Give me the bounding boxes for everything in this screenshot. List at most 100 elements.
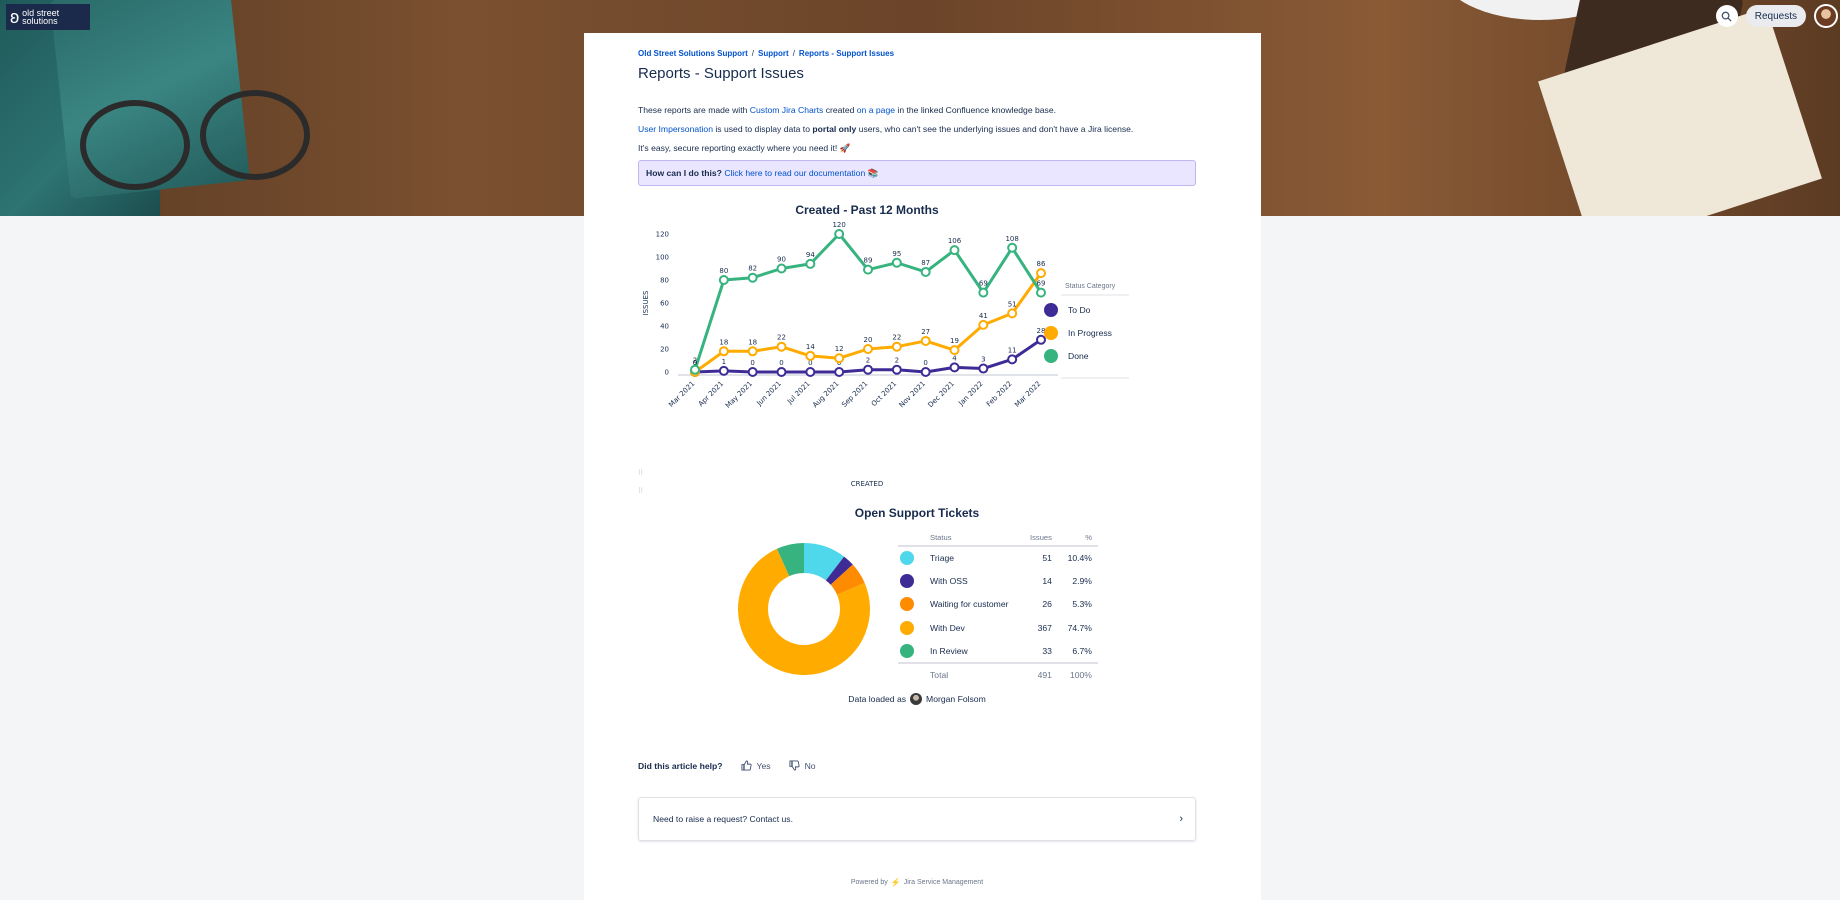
- data-label: 22: [777, 334, 786, 342]
- text: in the linked Confluence knowledge base.: [895, 105, 1057, 115]
- status-dot-cell: [898, 640, 924, 663]
- data-point: [776, 341, 787, 352]
- dot-header: [898, 530, 924, 547]
- table-row[interactable]: Waiting for customer 26 5.3%: [898, 593, 1098, 616]
- raise-request-text: Need to raise a request? Contact us.: [653, 814, 793, 824]
- site-logo[interactable]: ʚ old street solutions: [6, 4, 90, 30]
- status-name: Triage: [930, 553, 955, 564]
- donut-chart-title: Open Support Tickets: [854, 506, 980, 520]
- breadcrumb-item[interactable]: Old Street Solutions Support: [638, 49, 748, 58]
- drag-handle-icon[interactable]: ⠿: [638, 470, 644, 477]
- donut-slice: [825, 556, 853, 585]
- user-avatar[interactable]: [1814, 4, 1838, 28]
- status-issues: 51: [1042, 553, 1052, 564]
- status-dot-cell: [898, 593, 924, 616]
- data-point: [834, 229, 845, 239]
- data-point: [891, 341, 902, 352]
- data-label: 0: [693, 359, 697, 367]
- data-label: 18: [748, 338, 757, 346]
- table-row[interactable]: In Review 33 6.7%: [898, 640, 1098, 663]
- table-row[interactable]: With Dev 367 74.7%: [898, 616, 1098, 639]
- legend-item-label: Done: [1068, 351, 1089, 361]
- percent-header: %: [1057, 530, 1098, 547]
- data-point: [920, 335, 931, 346]
- product-name[interactable]: Jira Service Management: [903, 879, 984, 886]
- data-label: 27: [921, 328, 930, 336]
- drag-handle-icon[interactable]: ⠿: [638, 488, 644, 495]
- data-point: [718, 365, 729, 376]
- documentation-link[interactable]: Click here to read our documentation 📚: [724, 168, 879, 178]
- text: is used to display data to: [713, 124, 813, 134]
- donut-slice: [830, 564, 865, 595]
- data-label: 2: [895, 357, 899, 365]
- chart-title: Created - Past 12 Months: [795, 203, 939, 217]
- banner-glasses: [80, 100, 190, 190]
- data-label: 18: [719, 338, 728, 346]
- x-tick-label: Mar 2022: [1013, 380, 1042, 409]
- data-loaded-as: Data loaded as Morgan Folsom: [638, 693, 1196, 705]
- table-row[interactable]: With OSS 14 2.9%: [898, 569, 1098, 592]
- custom-jira-charts-link[interactable]: Custom Jira Charts: [749, 105, 824, 115]
- data-label: 80: [719, 267, 728, 275]
- page-title: Reports - Support Issues: [638, 65, 804, 82]
- search-icon: [1721, 11, 1732, 22]
- data-point: [747, 367, 758, 377]
- x-tick-label: Jun 2021: [755, 380, 783, 408]
- total-dot-cell: [898, 661, 924, 687]
- on-a-page-link[interactable]: on a page: [856, 105, 896, 115]
- data-point: [718, 346, 729, 357]
- data-label: 0: [923, 359, 927, 367]
- text: users, who can't see the underlying issu…: [856, 124, 1134, 134]
- legend-item-label: To Do: [1068, 305, 1091, 315]
- search-button[interactable]: [1715, 5, 1738, 27]
- raise-request-card[interactable]: Need to raise a request? Contact us. ›: [638, 797, 1196, 841]
- data-point: [690, 364, 700, 375]
- x-tick-label: Apr 2021: [697, 380, 725, 408]
- chevron-right-icon: ›: [1179, 813, 1183, 825]
- status-percent: 10.4%: [1067, 553, 1092, 564]
- breadcrumb-item[interactable]: Reports - Support Issues: [798, 49, 895, 58]
- data-point: [718, 275, 729, 285]
- data-label: 41: [979, 312, 988, 320]
- data-label: 22: [892, 334, 901, 342]
- user-avatar-small: [910, 693, 923, 705]
- data-label: 0: [750, 359, 754, 367]
- feedback-yes-button[interactable]: Yes: [740, 760, 771, 771]
- banner-glasses: [200, 90, 310, 180]
- data-label: 69: [1037, 280, 1046, 288]
- data-point: [1007, 308, 1018, 319]
- user-impersonation-link[interactable]: User Impersonation: [638, 124, 713, 134]
- data-point: [776, 263, 787, 274]
- table-row[interactable]: Triage 51 10.4%: [898, 546, 1098, 569]
- tagline-paragraph: It's easy, secure reporting exactly wher…: [638, 143, 851, 153]
- data-label: 19: [950, 337, 959, 345]
- status-percent: 2.9%: [1072, 576, 1092, 587]
- status-color-dot: [900, 574, 914, 589]
- status-name: With Dev: [930, 622, 965, 633]
- requests-button[interactable]: Requests: [1745, 5, 1806, 27]
- y-tick-label: 80: [660, 277, 669, 285]
- data-point: [949, 345, 960, 356]
- data-point: [1036, 268, 1046, 279]
- status-issues: 367: [1037, 622, 1052, 633]
- data-point: [747, 346, 758, 357]
- data-point: [805, 367, 816, 377]
- data-point: [1007, 354, 1018, 365]
- logo-line2: solutions: [22, 16, 58, 26]
- top-right-controls: Requests: [1715, 4, 1840, 28]
- data-label: 11: [1008, 346, 1017, 354]
- x-tick-label: Dec 2021: [927, 380, 956, 409]
- legend-item-label: In Progress: [1068, 328, 1112, 338]
- status-name: Waiting for customer: [930, 599, 1009, 610]
- data-point: [978, 287, 989, 298]
- text: created: [823, 105, 857, 115]
- y-tick-label: 40: [660, 323, 669, 331]
- impersonation-paragraph: User Impersonation is used to display da…: [638, 124, 1133, 134]
- data-label: 90: [777, 256, 786, 264]
- data-label: 89: [864, 257, 873, 265]
- feedback-no-button[interactable]: No: [789, 760, 816, 771]
- breadcrumb-item[interactable]: Support: [758, 49, 789, 58]
- data-label: 2: [693, 357, 697, 365]
- data-point: [834, 367, 845, 377]
- data-point: [805, 258, 816, 269]
